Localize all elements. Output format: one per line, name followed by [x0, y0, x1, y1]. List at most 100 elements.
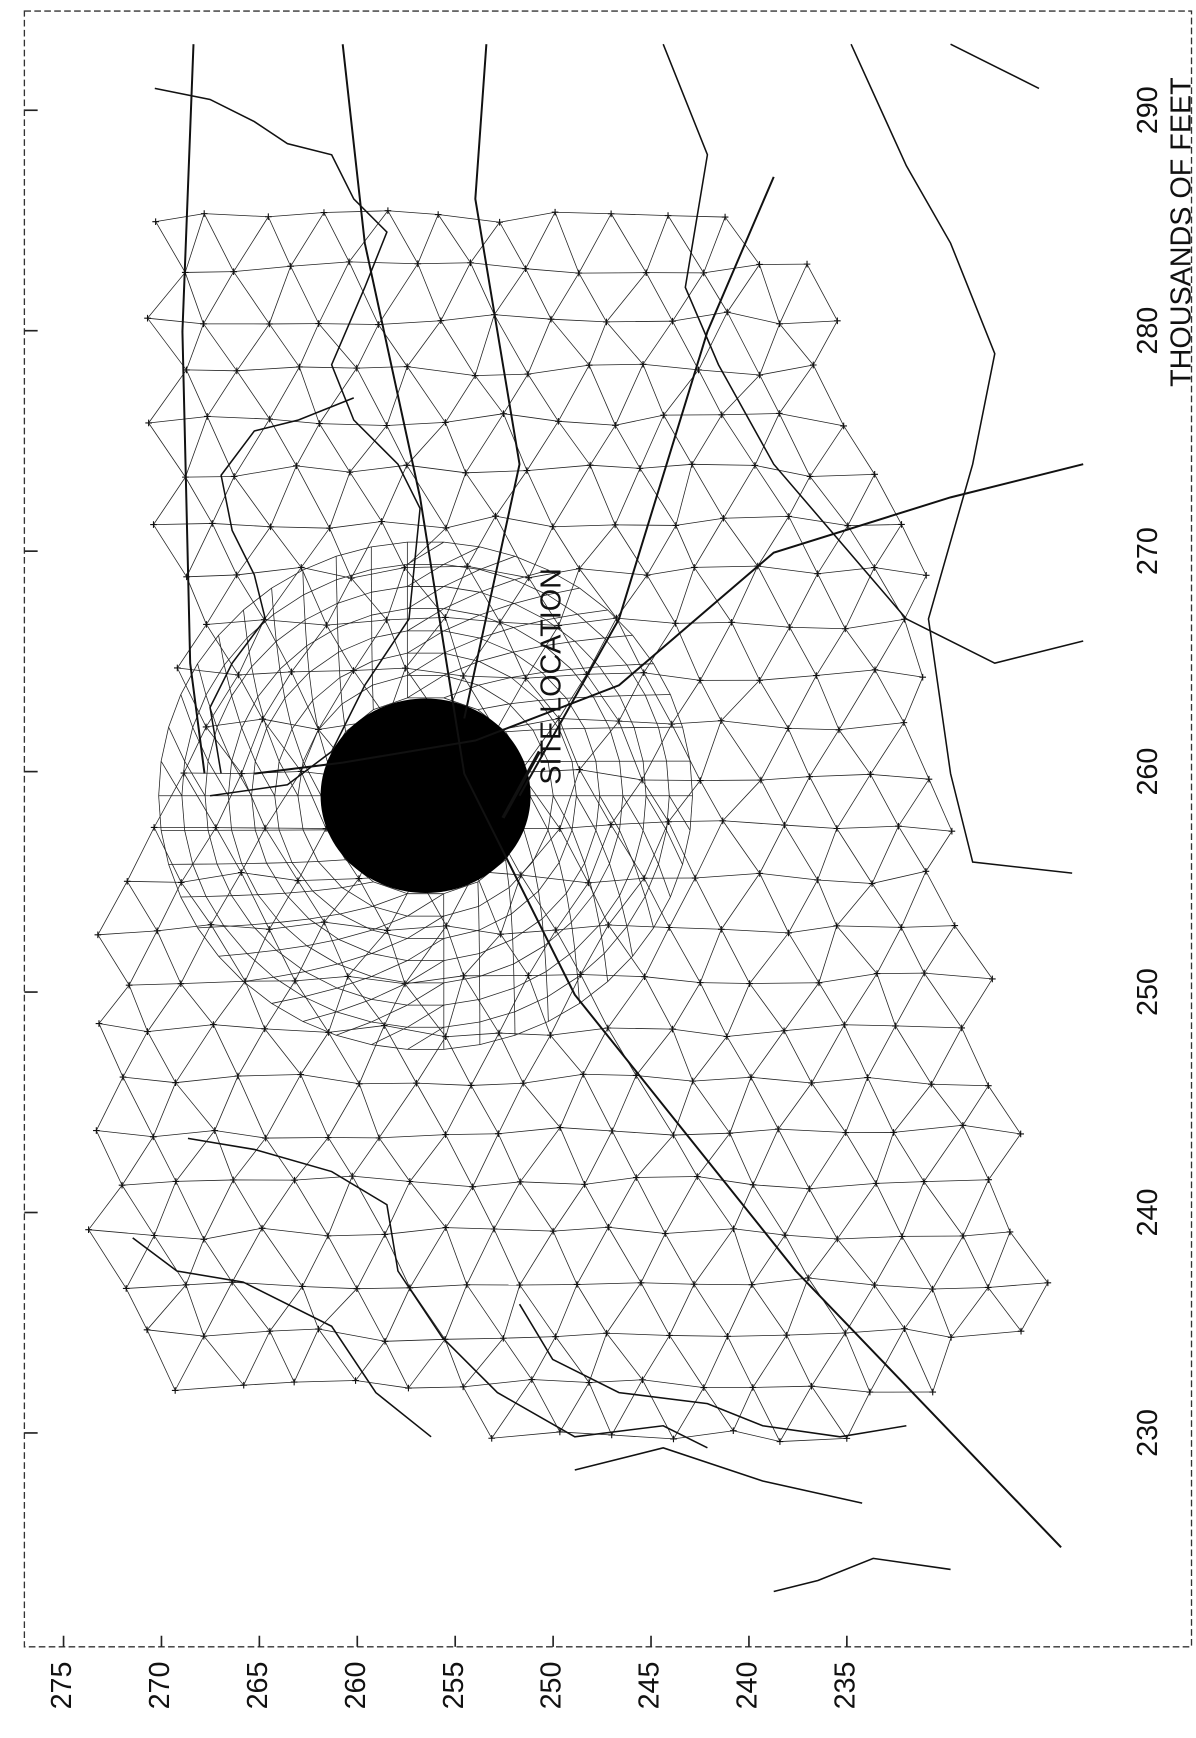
- mesh-edge: [784, 983, 819, 1031]
- mesh-edge: [494, 1182, 520, 1229]
- mesh-edge: [98, 881, 127, 934]
- mesh-edge: [204, 214, 268, 217]
- mesh-edge: [875, 670, 904, 723]
- mesh-edge: [962, 1028, 989, 1086]
- mesh-node: [724, 309, 731, 316]
- mesh-node: [204, 413, 211, 420]
- mesh-edge: [608, 925, 644, 977]
- mesh-edge: [721, 929, 788, 933]
- mesh-edge: [672, 983, 700, 1029]
- mesh-node: [385, 207, 392, 214]
- mesh-node: [266, 321, 273, 328]
- mesh-node: [842, 1330, 849, 1337]
- mesh-edge: [845, 619, 904, 629]
- mesh-edge: [700, 983, 749, 984]
- mesh-edge: [870, 1329, 905, 1392]
- mesh-edge: [219, 610, 244, 635]
- mesh-edge: [732, 622, 790, 627]
- mesh-edge: [560, 1383, 589, 1432]
- mesh-edge: [295, 1180, 328, 1236]
- mesh-edge: [615, 468, 640, 524]
- mesh-edge: [267, 863, 292, 864]
- mesh-edge: [304, 580, 337, 595]
- mesh-edge: [153, 1131, 214, 1137]
- mesh-edge: [753, 1129, 778, 1185]
- mesh-edge: [446, 1187, 473, 1228]
- mesh-node: [265, 213, 272, 220]
- mesh-edge: [410, 1228, 446, 1288]
- mesh-edge: [868, 1077, 932, 1084]
- mesh-edge: [258, 893, 285, 894]
- mesh-edge: [153, 477, 185, 525]
- mesh-edge: [623, 796, 643, 831]
- mesh-node: [864, 1074, 871, 1081]
- mesh-edge: [670, 1335, 704, 1387]
- mesh-edge: [154, 1236, 204, 1240]
- mesh-node: [807, 473, 814, 480]
- mesh-edge: [148, 318, 187, 370]
- mesh-edge: [615, 525, 676, 526]
- mesh-node: [785, 725, 792, 732]
- mesh-edge: [147, 1285, 186, 1330]
- mesh-edge: [572, 830, 585, 863]
- mesh-edge: [571, 922, 575, 950]
- shoreline: [774, 1558, 951, 1591]
- mesh-edge: [532, 1380, 589, 1383]
- mesh-edge: [758, 566, 818, 574]
- mesh-edge: [669, 928, 721, 930]
- mesh-edge: [154, 1236, 186, 1285]
- mesh-edge: [494, 1229, 520, 1285]
- mesh-edge: [778, 1129, 809, 1189]
- mesh-edge: [243, 588, 271, 610]
- mesh-edge: [298, 796, 303, 830]
- mesh-edge: [319, 424, 350, 473]
- mesh-edge: [305, 603, 337, 619]
- mesh-edge: [416, 1037, 445, 1083]
- mesh-edge: [479, 914, 511, 930]
- mesh-node: [806, 773, 813, 780]
- mesh-edge: [270, 1329, 319, 1331]
- mesh-edge: [895, 1026, 961, 1028]
- mesh-edge: [122, 1181, 176, 1185]
- x-tick-label: 290: [1132, 86, 1164, 134]
- mesh-edge: [338, 652, 339, 677]
- mesh-edge: [755, 413, 779, 465]
- mesh-edge: [634, 830, 643, 864]
- mesh-node: [928, 1081, 935, 1088]
- mesh-edge: [693, 1036, 727, 1081]
- mesh-edge: [700, 622, 731, 680]
- mesh-node: [231, 473, 238, 480]
- mesh-edge: [758, 516, 789, 566]
- mesh-node: [665, 212, 672, 219]
- mesh-edge: [204, 1331, 270, 1336]
- mesh-node: [525, 972, 532, 979]
- mesh-edge: [789, 516, 818, 573]
- mesh-edge: [577, 1284, 607, 1333]
- mesh-edge: [99, 1024, 123, 1077]
- mesh-edge: [291, 213, 324, 267]
- mesh-edge: [268, 217, 290, 267]
- mesh-edge: [276, 620, 305, 641]
- mesh-edge: [723, 821, 785, 825]
- mesh-node: [871, 471, 878, 478]
- mesh-node: [201, 210, 208, 217]
- mesh-edge: [446, 1134, 499, 1135]
- map-figure: SITE LOCATION THOUSANDS OF FEET 23024025…: [0, 0, 1196, 1733]
- mesh-edge: [387, 422, 446, 425]
- mesh-edge: [238, 1076, 266, 1138]
- mesh-edge: [780, 1386, 812, 1441]
- mesh-edge: [328, 1234, 385, 1235]
- mesh-edge: [475, 315, 494, 376]
- mesh-edge: [185, 272, 233, 273]
- mesh-node: [325, 1233, 332, 1240]
- mesh-edge: [357, 1288, 410, 1289]
- mesh-edge: [500, 222, 526, 268]
- mesh-edge: [963, 1086, 989, 1125]
- mesh-node: [637, 465, 644, 472]
- mesh-edge: [780, 324, 814, 365]
- mesh-edge: [542, 893, 566, 919]
- mesh-edge: [385, 1339, 445, 1341]
- mesh-node: [382, 1338, 389, 1345]
- mesh-edge: [234, 217, 269, 272]
- mesh-edge: [445, 376, 475, 423]
